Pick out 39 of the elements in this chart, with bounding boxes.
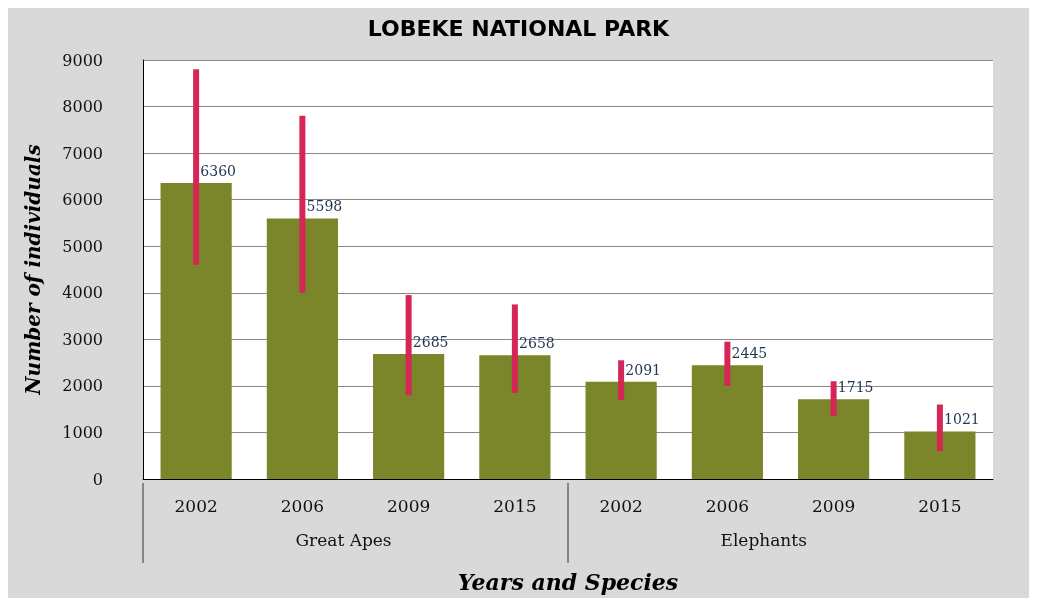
data-label: 6360: [200, 162, 236, 179]
bar: [798, 399, 870, 479]
y-tick-label: 9000: [62, 50, 103, 70]
y-tick-label: 3000: [62, 329, 103, 349]
bar: [160, 182, 232, 479]
bar: [585, 381, 657, 479]
text: Great Apes: [295, 529, 392, 550]
x-tick-label: 2009: [386, 495, 431, 516]
data-label: 2445: [731, 345, 768, 362]
text: Elephants: [720, 529, 807, 550]
bar: [691, 365, 763, 479]
x-tick-label: 2006: [705, 495, 750, 516]
bar: [479, 355, 551, 479]
x-tick-label: 2002: [174, 495, 218, 516]
y-tick-label: 1000: [62, 422, 103, 442]
data-label: 5598: [306, 198, 343, 215]
data-label: 2658: [519, 335, 555, 352]
chart-title: LOBEKE NATIONAL PARK: [367, 15, 671, 41]
data-label: 2091: [625, 361, 661, 378]
y-axis-title: Number of individuals: [21, 144, 45, 396]
x-tick-label: 2009: [811, 495, 856, 516]
y-tick-label: 6000: [62, 190, 103, 210]
bar: [266, 218, 338, 479]
x-tick-label: 2015: [918, 495, 962, 516]
x-tick-label: 2006: [280, 495, 325, 516]
x-tick-label: 2015: [493, 495, 537, 516]
data-label: 1021: [944, 411, 980, 428]
bar: [904, 431, 976, 479]
x-axis-title: Years and Species: [457, 569, 679, 595]
data-label: 2685: [412, 334, 449, 350]
data-label: 1715: [837, 379, 874, 396]
y-tick-label: 0: [92, 469, 103, 489]
y-tick-label: 5000: [62, 236, 103, 256]
y-tick-label: 2000: [62, 376, 103, 396]
x-tick-label: 2002: [599, 495, 643, 516]
bar: [373, 354, 445, 479]
y-tick-label: 8000: [62, 97, 103, 117]
y-tick-label: 7000: [62, 143, 103, 163]
y-tick-label: 4000: [62, 283, 103, 303]
